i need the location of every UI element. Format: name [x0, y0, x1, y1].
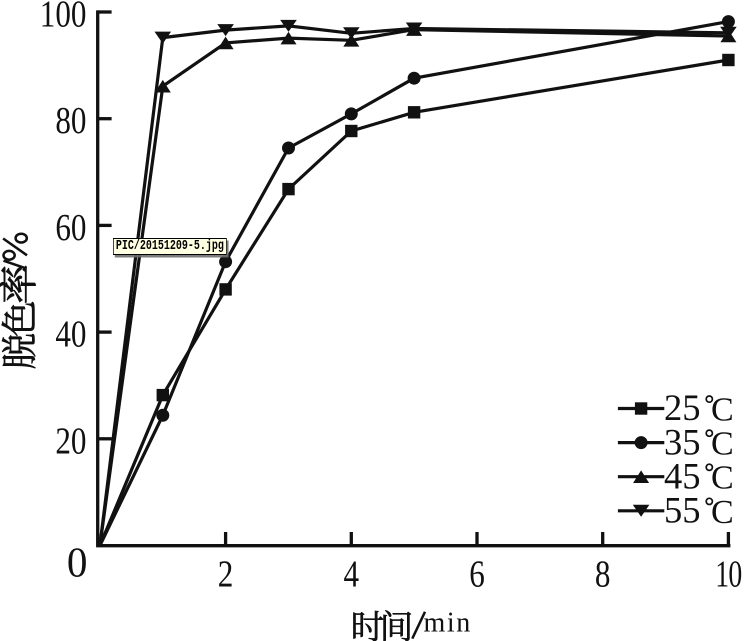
svg-text:45: 45 [664, 455, 701, 496]
svg-text:35: 35 [664, 421, 701, 462]
svg-text:100: 100 [40, 0, 87, 35]
svg-text:min: min [424, 608, 472, 639]
svg-text:C: C [711, 392, 734, 429]
svg-text:40: 40 [55, 313, 86, 356]
svg-text:8: 8 [595, 552, 611, 595]
svg-text:C: C [711, 494, 734, 531]
svg-text:4: 4 [344, 552, 360, 595]
svg-text:25: 25 [664, 387, 701, 428]
svg-text:C: C [711, 460, 734, 497]
svg-text:6: 6 [469, 552, 485, 595]
svg-text:80: 80 [55, 99, 86, 142]
svg-text:10: 10 [715, 553, 741, 595]
svg-text:60: 60 [55, 206, 86, 249]
svg-text:C: C [711, 426, 734, 463]
svg-text:20: 20 [55, 419, 86, 462]
svg-text:2: 2 [218, 552, 234, 595]
svg-text:0: 0 [67, 539, 88, 585]
svg-text:55: 55 [664, 490, 701, 531]
